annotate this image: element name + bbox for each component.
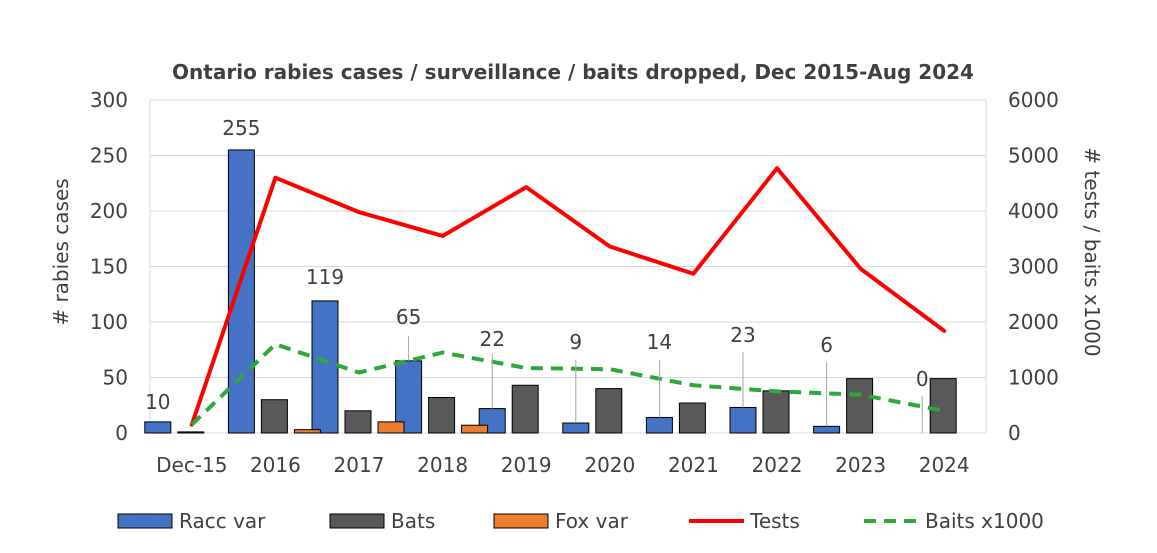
y2-tick-label: 4000: [1008, 199, 1059, 223]
data-label-racc-var: 10: [145, 390, 170, 414]
y2-tick-label: 1000: [1008, 366, 1059, 390]
legend: Racc var Bats Fox var Tests Baits x1000: [117, 509, 1044, 533]
legend-label-tests: Tests: [749, 509, 800, 533]
gridlines: [149, 99, 987, 434]
bar-bats: [428, 396, 456, 434]
y-tick-label: 100: [90, 310, 128, 334]
y-tick-label: 300: [90, 88, 128, 112]
bar-racc-var: [729, 406, 757, 434]
bar-racc-var: [227, 149, 255, 434]
x-tick-label: 2017: [334, 453, 385, 477]
x-axis-ticks: Dec-15 2016 2017 2018 2019 2020 2021 2022 2023 20…: [156, 453, 970, 477]
y2-tick-label: 0: [1008, 421, 1021, 445]
y-tick-label: 150: [90, 255, 128, 279]
line-tests: [189, 166, 947, 427]
legend-label-fox-var: Fox var: [555, 509, 629, 533]
y-tick-label: 50: [103, 366, 128, 390]
y-tick-label: 250: [90, 144, 128, 168]
bar-bats: [678, 402, 706, 434]
legend-label-racc-var: Racc var: [179, 509, 266, 533]
legend-label-baits-x1000: Baits x1000: [925, 509, 1044, 533]
data-label-racc-var: 6: [820, 333, 833, 357]
chart-title: Ontario rabies cases / surveillance / ba…: [172, 60, 974, 84]
bar-fox-var: [461, 424, 489, 434]
y-axis-right-ticks: 0 1000 2000 3000 4000 5000 6000: [1008, 88, 1059, 445]
line-baits-x1000: [190, 342, 945, 427]
bar-bats: [929, 378, 957, 434]
bar-fox-var: [293, 429, 321, 434]
data-label-racc-var: 0: [916, 367, 929, 391]
x-tick-label: 2019: [501, 453, 552, 477]
bar-bats: [511, 384, 539, 434]
data-label-racc-var: 14: [647, 330, 672, 354]
bar-bats: [177, 431, 205, 434]
bar-racc-var: [144, 421, 172, 434]
y-axis-title: # rabies cases: [49, 178, 73, 325]
legend-swatch-bats: [329, 513, 385, 529]
data-label-racc-var: 65: [396, 305, 421, 329]
y-tick-label: 200: [90, 199, 128, 223]
bar-bats: [762, 390, 790, 434]
y2-tick-label: 3000: [1008, 255, 1059, 279]
legend-swatch-racc-var: [117, 513, 173, 529]
bar-bats: [595, 388, 623, 434]
y2-tick-label: 5000: [1008, 144, 1059, 168]
bar-fox-var: [377, 421, 405, 434]
bar-racc-var: [562, 422, 590, 434]
x-tick-label: 2024: [919, 453, 970, 477]
line-group: [189, 166, 947, 427]
data-label-racc-var: 9: [569, 330, 582, 354]
data-label-racc-var: 255: [222, 116, 260, 140]
y2-tick-label: 2000: [1008, 310, 1059, 334]
leader-lines: [408, 336, 923, 433]
x-tick-label: 2022: [752, 453, 803, 477]
x-tick-label: 2016: [250, 453, 301, 477]
legend-label-bats: Bats: [391, 509, 435, 533]
bar-bats: [344, 410, 372, 434]
legend-swatch-fox-var: [493, 513, 549, 529]
data-labels: 10 255 119 65 22 9 14 23 6 0: [145, 116, 928, 414]
y2-tick-label: 6000: [1008, 88, 1059, 112]
bar-bats: [846, 378, 874, 434]
bar-bats: [260, 399, 288, 434]
bar-racc-var: [813, 425, 841, 434]
y-tick-label: 0: [115, 421, 128, 445]
bar-racc-var: [311, 300, 339, 434]
data-label-racc-var: 23: [730, 323, 755, 347]
bar-racc-var: [645, 416, 673, 434]
x-tick-label: 2023: [835, 453, 886, 477]
x-tick-label: 2021: [668, 453, 719, 477]
y2-axis-title: # tests / baits x1000: [1080, 147, 1104, 356]
data-label-racc-var: 22: [479, 327, 504, 351]
x-tick-label: Dec-15: [156, 453, 227, 477]
bar-group: [144, 149, 957, 434]
data-label-racc-var: 119: [306, 265, 344, 289]
x-tick-label: 2020: [584, 453, 635, 477]
bar-racc-var: [478, 408, 506, 434]
x-tick-label: 2018: [417, 453, 468, 477]
y-axis-left-ticks: 0 50 100 150 200 250 300: [90, 88, 128, 445]
